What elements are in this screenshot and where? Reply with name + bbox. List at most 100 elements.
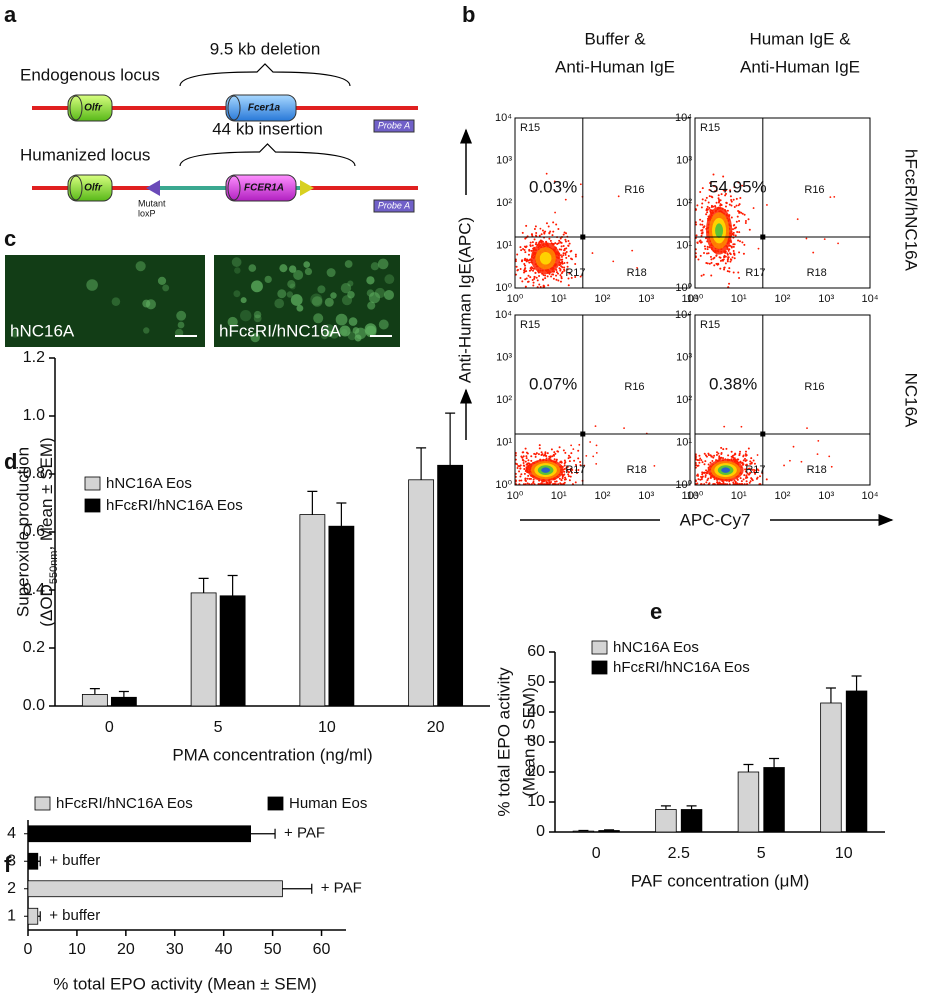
event — [744, 221, 747, 224]
cell — [374, 287, 386, 299]
event — [748, 481, 751, 484]
event — [754, 472, 757, 475]
x-axis-label: PMA concentration (ng/ml) — [172, 745, 372, 764]
event — [702, 226, 705, 229]
event — [612, 260, 615, 263]
event — [745, 480, 748, 483]
event — [523, 269, 526, 272]
event — [722, 481, 725, 484]
event — [723, 256, 726, 259]
event — [720, 446, 723, 449]
event — [566, 268, 569, 271]
event — [738, 277, 741, 280]
cell — [370, 262, 379, 271]
flow-plot — [514, 117, 691, 289]
event — [570, 257, 573, 260]
event — [523, 271, 526, 274]
event — [555, 274, 558, 277]
event — [705, 481, 708, 484]
event — [707, 252, 710, 255]
event — [725, 189, 728, 192]
event — [539, 227, 542, 230]
error-bar — [118, 690, 129, 698]
error-bar — [825, 687, 836, 703]
cell — [317, 285, 326, 294]
event — [579, 275, 582, 278]
probe-box — [373, 119, 415, 133]
cell — [240, 297, 247, 304]
event — [730, 216, 733, 219]
event — [521, 259, 524, 262]
event — [546, 275, 549, 278]
row-label: NC16A — [902, 373, 921, 428]
x-tick-label: 0 — [24, 941, 33, 958]
y-tick-label: 10² — [496, 394, 512, 406]
event — [837, 242, 839, 245]
cell — [368, 292, 381, 304]
gate-label: R17 — [745, 267, 765, 279]
bar — [598, 830, 620, 833]
gate-label: R18 — [627, 267, 647, 279]
gate-label: R18 — [807, 464, 827, 476]
event — [700, 234, 703, 237]
event — [579, 461, 582, 464]
event — [696, 241, 699, 244]
y-tick-label: 10³ — [496, 351, 512, 363]
event — [726, 209, 729, 212]
event — [546, 452, 549, 455]
event — [734, 234, 737, 237]
event — [735, 220, 738, 223]
event — [699, 254, 702, 257]
event — [523, 468, 526, 471]
event — [518, 470, 521, 473]
event — [730, 258, 733, 261]
event — [742, 478, 745, 481]
event — [731, 233, 734, 236]
event — [555, 480, 558, 483]
event — [562, 449, 565, 452]
flow-plot — [694, 117, 871, 289]
event — [519, 475, 522, 478]
y-tick-label: 10⁰ — [675, 479, 692, 491]
event — [743, 213, 746, 216]
event — [697, 258, 700, 261]
event — [705, 237, 708, 240]
event — [730, 200, 733, 203]
annotation: + buffer — [49, 907, 100, 924]
event — [713, 190, 716, 193]
event — [735, 197, 738, 200]
event — [742, 252, 745, 255]
event — [583, 464, 586, 467]
x-tick-label: 10¹ — [551, 293, 567, 305]
event — [563, 249, 566, 252]
cell — [367, 301, 376, 310]
event — [730, 198, 733, 201]
event — [567, 284, 570, 287]
y-tick-label: 10⁴ — [675, 309, 692, 321]
flow-plot — [694, 314, 871, 486]
event — [723, 266, 726, 269]
event — [555, 458, 558, 461]
event — [728, 252, 731, 255]
event — [560, 248, 563, 251]
event — [538, 447, 541, 450]
event — [566, 465, 569, 468]
loxp-right — [300, 180, 314, 196]
gene-end — [227, 95, 241, 121]
cell — [253, 310, 262, 319]
event — [566, 261, 569, 264]
event — [732, 245, 735, 248]
event — [549, 239, 552, 242]
event — [548, 481, 551, 484]
event — [715, 189, 718, 192]
event — [540, 454, 543, 457]
bar — [763, 767, 785, 833]
gene-label: Fcer1a — [248, 103, 281, 114]
event — [563, 462, 566, 465]
event — [733, 252, 736, 255]
quadrant-node — [580, 431, 586, 437]
x-tick-label: 10³ — [638, 293, 654, 305]
event — [545, 457, 548, 460]
gene-label: Olfr — [84, 183, 103, 194]
event — [564, 253, 567, 256]
